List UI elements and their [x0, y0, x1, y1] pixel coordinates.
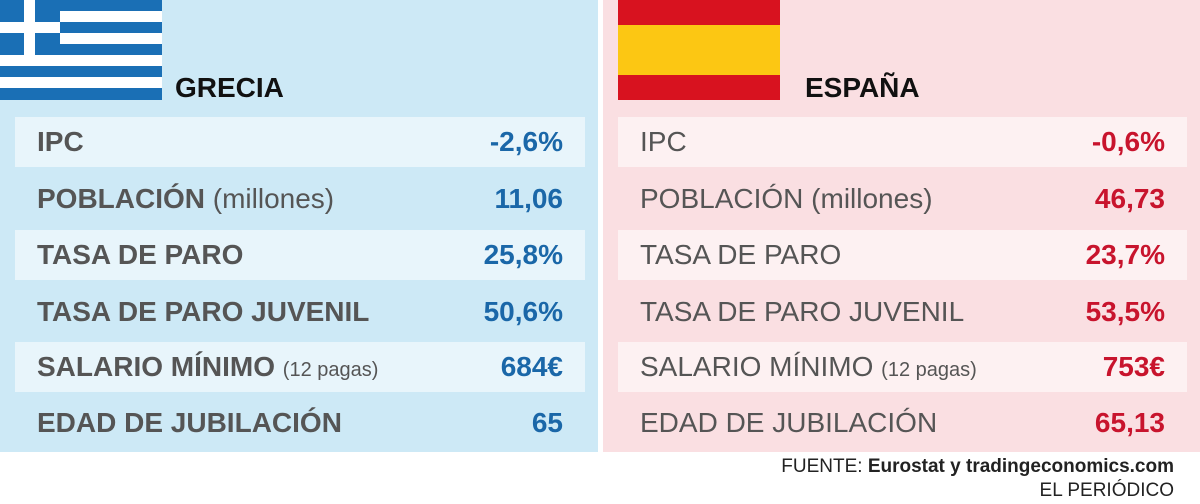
row-label-cell: TASA DE PARO	[618, 239, 1086, 271]
row-label-cell: IPC	[618, 126, 1092, 158]
row-value: 50,6%	[483, 296, 563, 327]
row-label: POBLACIÓN	[37, 183, 205, 214]
table-row: EDAD DE JUBILACIÓN 65,13	[618, 398, 1187, 448]
row-label-cell: EDAD DE JUBILACIÓN	[15, 407, 532, 439]
row-label: TASA DE PARO JUVENIL	[640, 296, 965, 327]
row-value: 46,73	[1094, 183, 1165, 214]
row-label-cell: TASA DE PARO	[15, 239, 484, 271]
country-title: GRECIA	[175, 72, 284, 103]
row-value: -0,6%	[1091, 126, 1165, 157]
row-value: 25,8%	[483, 239, 563, 270]
row-label-cell: TASA DE PARO JUVENIL	[15, 296, 484, 328]
row-value: 753€	[1102, 351, 1165, 382]
row-label-cell: EDAD DE JUBILACIÓN	[618, 407, 1095, 439]
row-label-cell: TASA DE PARO JUVENIL	[618, 296, 1086, 328]
table-row: TASA DE PARO 23,7%	[618, 230, 1187, 280]
row-label: SALARIO MÍNIMO	[640, 351, 874, 382]
greek-flag	[0, 0, 162, 100]
row-value: 65,13	[1094, 407, 1165, 438]
country-title: ESPAÑA	[805, 72, 920, 103]
table-row: TASA DE PARO 25,8%	[15, 230, 585, 280]
spain-panel: ESPAÑA IPC -0,6% POBLACIÓN (millones) 46,73…	[603, 0, 1200, 452]
table-row: SALARIO MÍNIMO (12 pagas) 684€	[15, 342, 585, 392]
row-note: (12 pagas)	[282, 359, 379, 381]
row-note: (12 pagas)	[881, 359, 977, 381]
table-row: POBLACIÓN (millones) 11,06	[15, 174, 585, 224]
row-label: EDAD DE JUBILACIÓN	[37, 407, 342, 438]
row-label-cell: POBLACIÓN (millones)	[618, 183, 1095, 215]
credit: EL PERIÓDICO	[1039, 480, 1174, 501]
row-label: POBLACIÓN	[640, 183, 804, 214]
table-row: POBLACIÓN (millones) 46,73	[618, 174, 1187, 224]
row-label: TASA DE PARO JUVENIL	[37, 296, 370, 327]
row-label: SALARIO MÍNIMO	[37, 351, 275, 382]
row-label: IPC	[640, 126, 687, 157]
row-value: 11,06	[494, 183, 563, 214]
row-label: IPC	[37, 126, 84, 157]
row-label-cell: SALARIO MÍNIMO (12 pagas)	[618, 351, 1103, 383]
row-note: (millones)	[212, 183, 335, 214]
row-value: 684€	[500, 351, 563, 382]
row-label-cell: SALARIO MÍNIMO (12 pagas)	[15, 351, 501, 383]
greece-panel: GRECIA IPC -2,6% POBLACIÓN (millones) 11,06…	[0, 0, 598, 452]
row-value: 53,5%	[1085, 296, 1165, 327]
table-row: SALARIO MÍNIMO (12 pagas) 753€	[618, 342, 1187, 392]
row-note: (millones)	[811, 183, 933, 214]
row-value: -2,6%	[489, 126, 563, 157]
row-label: EDAD DE JUBILACIÓN	[640, 407, 938, 438]
source-prefix: FUENTE:	[781, 456, 863, 477]
row-label-cell: POBLACIÓN (millones)	[15, 183, 494, 215]
table-row: TASA DE PARO JUVENIL 53,5%	[618, 287, 1187, 337]
table-row: EDAD DE JUBILACIÓN 65	[15, 398, 585, 448]
row-label: TASA DE PARO	[640, 239, 842, 270]
row-value: 23,7%	[1085, 239, 1165, 270]
row-value: 65	[531, 407, 563, 438]
table-row: IPC -0,6%	[618, 117, 1187, 167]
source: FUENTE: Eurostat y tradingeconomics.com	[781, 456, 1174, 478]
row-label-cell: IPC	[15, 126, 490, 158]
source-text: Eurostat y tradingeconomics.com	[867, 456, 1174, 477]
table-row: TASA DE PARO JUVENIL 50,6%	[15, 287, 585, 337]
spanish-flag	[618, 0, 780, 100]
table-row: IPC -2,6%	[15, 117, 585, 167]
row-label: TASA DE PARO	[37, 239, 244, 270]
